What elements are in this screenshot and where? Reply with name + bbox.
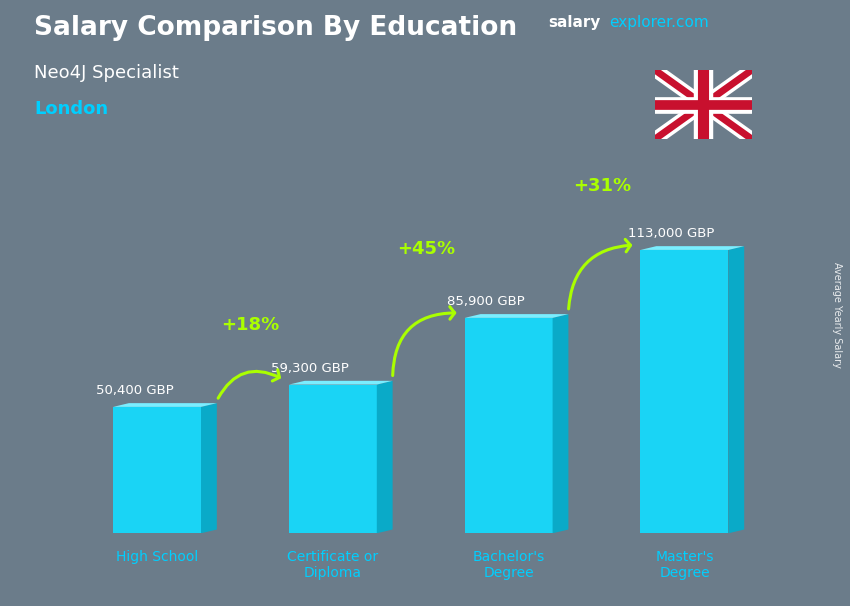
Polygon shape bbox=[113, 407, 201, 533]
Polygon shape bbox=[465, 318, 552, 533]
Polygon shape bbox=[641, 250, 728, 533]
Polygon shape bbox=[289, 381, 393, 385]
Polygon shape bbox=[289, 385, 377, 533]
Text: 85,900 GBP: 85,900 GBP bbox=[447, 295, 524, 308]
Text: London: London bbox=[34, 100, 108, 118]
Polygon shape bbox=[552, 314, 569, 533]
Text: +18%: +18% bbox=[221, 316, 280, 335]
Text: explorer.com: explorer.com bbox=[609, 15, 709, 30]
Polygon shape bbox=[377, 381, 393, 533]
Polygon shape bbox=[201, 403, 217, 533]
Text: salary: salary bbox=[548, 15, 601, 30]
Text: 50,400 GBP: 50,400 GBP bbox=[95, 384, 173, 397]
Text: +45%: +45% bbox=[397, 240, 455, 258]
Polygon shape bbox=[113, 403, 217, 407]
Text: 59,300 GBP: 59,300 GBP bbox=[271, 362, 349, 375]
Text: Salary Comparison By Education: Salary Comparison By Education bbox=[34, 15, 517, 41]
Text: Neo4J Specialist: Neo4J Specialist bbox=[34, 64, 178, 82]
Polygon shape bbox=[465, 314, 569, 318]
Polygon shape bbox=[728, 246, 745, 533]
Polygon shape bbox=[641, 246, 745, 250]
Text: 113,000 GBP: 113,000 GBP bbox=[628, 227, 715, 240]
Text: +31%: +31% bbox=[573, 177, 631, 195]
Text: Average Yearly Salary: Average Yearly Salary bbox=[832, 262, 842, 368]
